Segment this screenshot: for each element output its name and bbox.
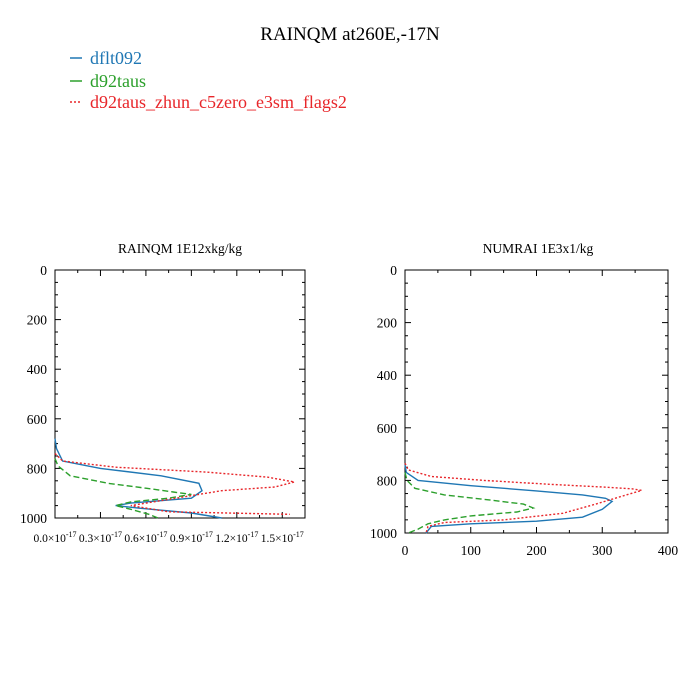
legend-label-3: d92taus_zhun_c5zero_e3sm_flags2 [90, 92, 347, 112]
y-tick-label: 400 [377, 368, 398, 383]
y-tick-label: 400 [27, 362, 48, 377]
series-line-3 [54, 453, 295, 515]
series-line-1 [54, 438, 222, 519]
x-tick-label: 1.2×10-17 [215, 530, 258, 545]
x-tick-label: 1.5×10-17 [261, 530, 304, 545]
panel-numrai: NUMRAI 1E3x1/kg 0 200 400 600 800 1000 0 100 200… [370, 241, 678, 558]
y-tick-label: 800 [377, 473, 398, 488]
legend-item-3: d92taus_zhun_c5zero_e3sm_flags2 [70, 92, 347, 112]
legend-label-1: dflt092 [90, 48, 142, 68]
y-tick-label: 600 [377, 421, 398, 436]
plot-area-numrai: 0 200 400 600 800 1000 0 100 200 300 400 [370, 263, 678, 558]
figure-title: RAINQM at260E,-17N [260, 24, 440, 45]
x-tick-label: 0.0×10-17 [33, 530, 76, 545]
panel-title-rainqm: RAINQM 1E12xkg/kg [118, 241, 242, 256]
plot-area-rainqm: 0 200 400 600 800 1000 0.0×10-17 0.3×10-17 0.6×1… [20, 263, 306, 545]
x-tick-label: 100 [461, 543, 482, 558]
y-tick-label: 0 [40, 263, 47, 278]
x-tick-label: 200 [526, 543, 547, 558]
x-tick-label: 0.6×10-17 [124, 530, 167, 545]
series-line-2 [54, 458, 192, 519]
x-tick-label: 300 [592, 543, 613, 558]
y-tick-label: 0 [390, 263, 397, 278]
legend-item-2: d92taus [70, 71, 146, 91]
y-tick-label: 1000 [20, 511, 47, 526]
y-tick-label: 200 [377, 316, 398, 331]
x-tick-label: 0 [402, 543, 409, 558]
x-tick-label: 400 [658, 543, 679, 558]
panel-title-numrai: NUMRAI 1E3x1/kg [483, 241, 594, 256]
panel-rainqm: RAINQM 1E12xkg/kg 0 200 400 600 800 1000 0.0×1… [20, 241, 306, 545]
series-line-2 [404, 472, 536, 534]
y-tick-label: 1000 [370, 526, 397, 541]
legend: dflt092 d92taus d92taus_zhun_c5zero_e3sm… [70, 48, 347, 112]
y-tick-label: 600 [27, 412, 48, 427]
plot-frame [404, 269, 669, 534]
x-tick-label: 0.9×10-17 [170, 530, 213, 545]
series-line-3 [404, 462, 642, 534]
x-tick-label: 0.3×10-17 [79, 530, 122, 545]
series-line-1 [404, 464, 614, 534]
y-tick-label: 800 [27, 461, 48, 476]
legend-item-1: dflt092 [70, 48, 142, 68]
legend-label-2: d92taus [90, 71, 146, 91]
y-tick-label: 200 [27, 313, 48, 328]
